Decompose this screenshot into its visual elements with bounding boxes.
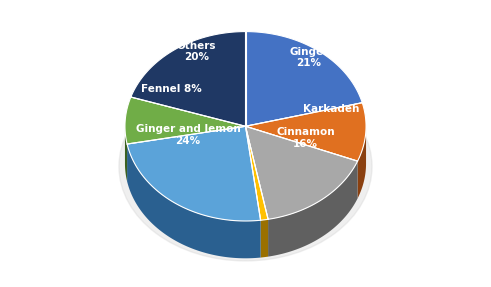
Polygon shape bbox=[127, 144, 261, 258]
Polygon shape bbox=[246, 126, 357, 219]
Polygon shape bbox=[261, 219, 268, 257]
Polygon shape bbox=[131, 32, 246, 126]
Text: Others
20%: Others 20% bbox=[177, 41, 217, 63]
Text: Cinnamon
16%: Cinnamon 16% bbox=[276, 127, 335, 149]
Polygon shape bbox=[125, 126, 127, 181]
Polygon shape bbox=[268, 161, 357, 257]
Polygon shape bbox=[246, 103, 366, 161]
Polygon shape bbox=[127, 126, 261, 221]
Text: Fennel 8%: Fennel 8% bbox=[140, 84, 201, 94]
Polygon shape bbox=[125, 97, 246, 144]
Text: Karkadeh 10%: Karkadeh 10% bbox=[303, 104, 388, 114]
Polygon shape bbox=[357, 126, 366, 198]
Text: Ginger and lemon
24%: Ginger and lemon 24% bbox=[136, 124, 241, 146]
Text: Ginger
21%: Ginger 21% bbox=[289, 46, 328, 68]
Ellipse shape bbox=[119, 72, 372, 261]
Polygon shape bbox=[246, 126, 268, 220]
Polygon shape bbox=[246, 32, 362, 126]
